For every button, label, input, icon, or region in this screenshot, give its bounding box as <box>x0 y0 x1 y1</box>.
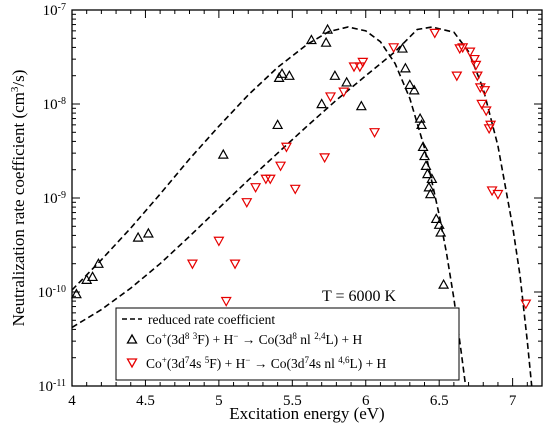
red-triangle-down-point <box>229 259 241 270</box>
legend-red-series-label: Co+(3d74s 5F) + H− → Co(3d74s nl 4,6L) +… <box>146 355 387 371</box>
black-triangle-up-point <box>399 62 411 73</box>
x-tick-label: 4.5 <box>136 393 155 409</box>
red-triangle-down-point <box>451 71 463 82</box>
y-axis-label: Neutralization rate coefficient (cm3/s) <box>9 70 28 327</box>
black-triangle-up-point <box>416 119 428 130</box>
black-triangle-up-point <box>142 227 154 238</box>
black-triangle-up-point <box>329 69 341 80</box>
legend-box <box>115 307 460 381</box>
red-triangle-down-point <box>220 296 232 307</box>
black-triangle-up-point <box>355 100 367 111</box>
reduced-rate-curve-1 <box>72 26 467 386</box>
x-axis-label: Excitation energy (eV) <box>229 404 384 423</box>
red-triangle-down-point <box>280 142 292 153</box>
black-triangle-up-point <box>396 42 408 53</box>
black-triangle-up-point <box>320 36 332 47</box>
axis-ticks: 4 4.5 5 5.5 6 6.5 7 10-11 10-10 10-9 10-8 10-7 <box>38 2 543 409</box>
y-axis-label-tail: /s) <box>9 70 28 87</box>
black-triangle-up-point <box>420 160 432 171</box>
red-triangle-down-point <box>429 28 441 39</box>
x-tick-label: 5.5 <box>283 393 302 409</box>
legend-black-triangle-up-marker <box>126 333 138 344</box>
red-triangle-down-point <box>479 86 491 96</box>
black-triangle-up-point <box>283 69 295 80</box>
y-tick-label: 10-11 <box>38 378 66 396</box>
red-triangle-down-point <box>476 99 488 110</box>
red-triangle-down-point <box>471 71 483 82</box>
black-triangle-up-point <box>430 213 442 224</box>
temperature-annotation: T = 6000 K <box>322 288 397 305</box>
red-triangle-down-point <box>354 62 366 73</box>
black-triangle-up-point <box>341 76 353 87</box>
red-triangle-down-point <box>470 60 482 71</box>
red-triangle-down-point <box>369 128 381 139</box>
black-triangle-up-point <box>132 231 144 242</box>
x-tick-label: 6.5 <box>430 393 449 409</box>
red-triangle-down-point <box>264 174 276 185</box>
legend-black-series-label: Co+(3d8 3F) + H− → Co(3d8 nl 2,4L) + H <box>146 331 363 347</box>
plot-area <box>70 23 533 386</box>
black-triangle-up-point <box>433 218 445 229</box>
black-triangle-up-point <box>435 226 447 237</box>
black-triangle-up-point <box>424 188 436 199</box>
y-tick-label: 10-9 <box>43 190 66 208</box>
red-triangle-down-point <box>289 184 301 195</box>
black-triangle-up-point <box>92 257 104 268</box>
red-triangle-down-point <box>186 259 198 270</box>
red-triangle-down-point <box>520 299 532 310</box>
black-triangle-up-point <box>276 67 288 78</box>
y-tick-label: 10-7 <box>43 2 66 20</box>
black-triangle-up-point <box>423 181 435 192</box>
black-triangle-up-point <box>217 148 229 159</box>
legend-red-triangle-down-marker <box>126 358 138 369</box>
red-triangle-down-point <box>348 62 360 73</box>
red-triangle-down-point <box>480 106 492 117</box>
black-triangle-up-point <box>316 98 328 109</box>
x-tick-label: 4 <box>68 393 76 409</box>
black-triangle-up-point <box>426 173 438 184</box>
x-tick-label: 7 <box>509 393 517 409</box>
red-triangle-down-point <box>250 183 262 194</box>
black-triangle-up-point <box>421 168 433 179</box>
y-tick-label: 10-8 <box>43 96 66 114</box>
black-triangle-up-point <box>438 278 450 289</box>
black-triangle-up-point <box>408 84 420 95</box>
red-triangle-down-point <box>338 87 350 98</box>
y-axis-label-sup: 3 <box>9 86 21 92</box>
black-triangle-up-point <box>272 119 284 130</box>
y-axis-label-main: Neutralization rate coefficient (cm <box>9 92 28 326</box>
black-triangle-up-point <box>322 23 334 34</box>
black-triangle-up-point <box>87 271 99 282</box>
red-triangle-down-point <box>324 92 337 103</box>
reduced-rate-curve-2 <box>72 26 533 386</box>
red-triangle-down-point <box>388 43 400 54</box>
red-triangle-down-point <box>468 54 480 65</box>
red-triangle-down-point <box>357 57 369 68</box>
red-triangle-down-point <box>213 236 225 247</box>
y-tick-label: 10-10 <box>38 284 66 302</box>
black-triangle-up-point <box>418 150 431 161</box>
red-triangle-down-point <box>492 189 504 200</box>
red-triangle-down-point <box>464 47 476 58</box>
black-triangle-up-point <box>70 288 82 299</box>
red-triangle-down-point <box>454 44 466 55</box>
red-triangle-down-point <box>319 153 331 164</box>
legend: reduced rate coefficient Co+(3d8 3F) + H… <box>115 307 460 381</box>
legend-curve-label: reduced rate coefficient <box>148 312 275 327</box>
x-tick-label: 5 <box>215 393 223 409</box>
black-triangle-up-point <box>404 79 416 90</box>
black-triangle-up-point <box>414 112 426 123</box>
x-tick-label: 6 <box>362 393 370 409</box>
red-triangle-down-point <box>485 120 497 131</box>
red-triangle-down-point <box>241 198 253 209</box>
red-triangle-down-point <box>474 83 486 94</box>
black-triangle-up-point <box>417 141 429 152</box>
black-triangle-up-point <box>305 34 317 45</box>
red-triangle-down-point <box>275 161 287 172</box>
